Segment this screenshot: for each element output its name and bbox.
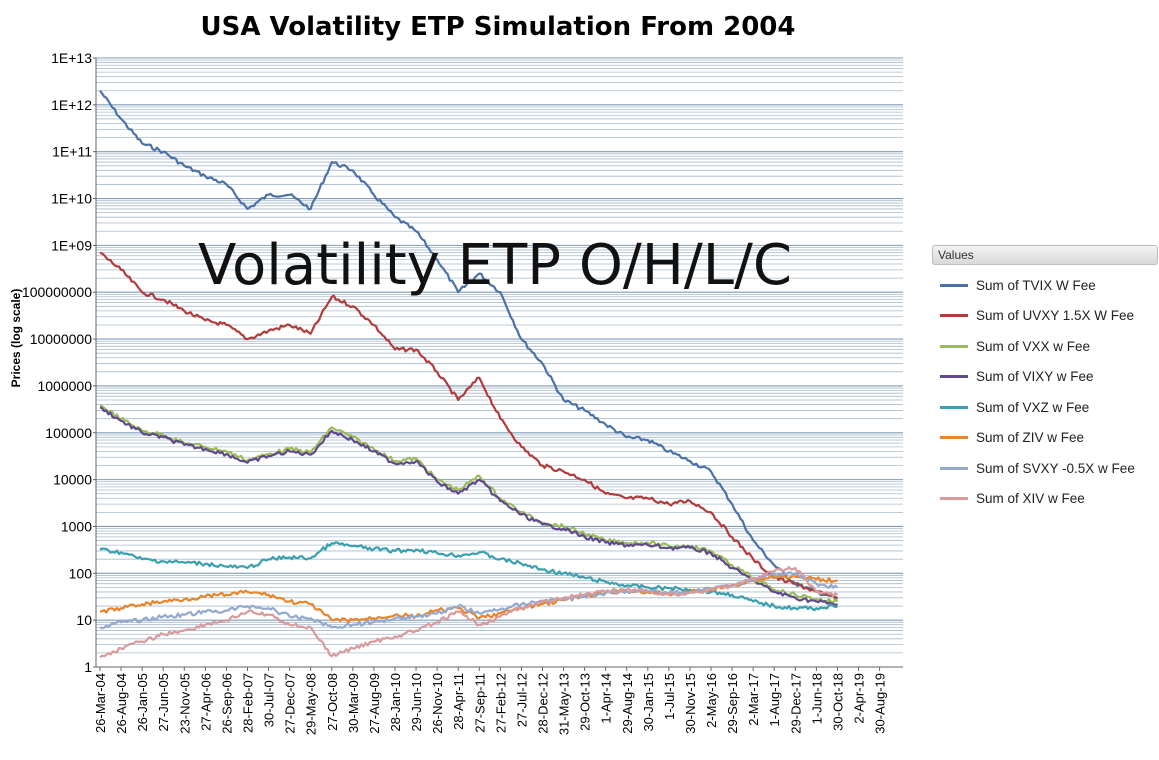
y-tick-label: 1E+09: [51, 237, 92, 253]
legend-swatch: [940, 375, 968, 378]
series-line-8: [99, 566, 839, 659]
x-tick-label: 26-Sep-06: [219, 673, 234, 734]
legend-label: Sum of VIXY w Fee: [976, 369, 1094, 384]
x-tick-label: 28-Dec-12: [535, 673, 550, 734]
y-tick-label: 1000000: [37, 378, 92, 394]
x-tick-label: 28-Jan-10: [388, 673, 403, 732]
x-tick-label: 29-Oct-13: [578, 673, 593, 731]
legend-swatch: [940, 344, 968, 348]
legend-item[interactable]: Sum of VXZ w Fee: [940, 397, 1089, 417]
x-tick-label: 27-Apr-06: [198, 673, 213, 731]
legend-swatch: [940, 466, 968, 470]
x-tick-label: 27-Dec-07: [283, 673, 298, 734]
legend-swatch: [940, 405, 968, 409]
legend-swatch: [940, 497, 968, 500]
x-tick-label: 26-Aug-04: [114, 673, 129, 734]
x-tick-label: 27-Jul-12: [514, 673, 529, 727]
legend-label: Sum of VXZ w Fee: [976, 399, 1090, 415]
x-tick-label: 30-Nov-15: [683, 673, 698, 734]
legend-label: Sum of TVIX W Fee: [976, 277, 1096, 293]
x-tick-label: 28-Feb-07: [240, 673, 255, 733]
y-tick-label: 1000: [61, 518, 92, 534]
x-tick-labels: 26-Mar-04 26-Aug-04 26-Jan-05 27-Jun-05 23-N…: [93, 673, 888, 735]
legend-label: Sum of XIV w Fee: [976, 491, 1085, 506]
legend-item[interactable]: Sum of TVIX W Fee: [940, 275, 1096, 295]
legend-swatch: [940, 314, 968, 317]
x-tick-label: 29-Sep-16: [725, 673, 740, 734]
legend-label: Sum of SVXY -0.5X w Fee: [976, 460, 1135, 476]
legend-item[interactable]: Sum of UVXY 1.5X W Fee: [940, 306, 1134, 326]
chart-title: USA Volatility ETP Simulation From 2004: [201, 12, 796, 42]
y-tick-label: 10000: [53, 472, 92, 488]
legend-item[interactable]: Sum of VIXY w Fee: [940, 367, 1094, 387]
x-tick-label: 2-Mar-17: [746, 673, 761, 726]
series-line-1: [99, 90, 838, 599]
y-tick-label: 1E+10: [51, 191, 92, 207]
x-tick-label: 26-Jan-05: [135, 673, 150, 732]
x-tick-label: 1-Aug-17: [767, 673, 782, 726]
y-tick-label: 100: [69, 565, 93, 581]
series-line-4: [99, 406, 838, 607]
x-tick-label: 27-Feb-12: [493, 673, 508, 733]
series-line-5: [99, 541, 838, 612]
y-tick-label: 1E+11: [52, 144, 92, 160]
chart-watermark: Volatility ETP O/H/L/C: [198, 233, 792, 298]
y-tick-label: 10000000: [30, 331, 93, 347]
x-tick-label: 31-May-13: [557, 673, 572, 735]
x-tick-label: 2-Apr-19: [852, 673, 867, 724]
x-tick-label: 1-Jun-18: [809, 673, 824, 724]
legend-label: Sum of UVXY 1.5X W Fee: [976, 308, 1135, 323]
x-tick-label: 26-Nov-10: [430, 673, 445, 734]
x-tick-label: 27-Oct-08: [325, 673, 340, 731]
x-tick-label: 2-May-16: [704, 673, 719, 728]
y-tick-label: 1: [84, 659, 92, 675]
x-tick-label: 23-Nov-05: [177, 673, 192, 734]
series-line-2: [99, 251, 839, 601]
x-tick-label: 1-Apr-14: [599, 673, 614, 724]
x-tick-label: 30-Jan-15: [641, 673, 656, 732]
x-tick-label: 30-Jul-07: [262, 673, 277, 727]
x-tick-label: 1-Jul-15: [662, 673, 677, 720]
legend-header[interactable]: Values: [932, 245, 1158, 265]
y-tick-label: 10: [76, 612, 92, 628]
y-tick-label: 100000: [45, 425, 92, 441]
y-axis-label: Prices (log scale): [9, 289, 23, 388]
axes: [93, 57, 903, 671]
x-tick-label: 29-Dec-17: [788, 673, 803, 734]
legend-item[interactable]: Sum of SVXY -0.5X w Fee: [940, 458, 1135, 478]
x-tick-label: 26-Mar-04: [93, 673, 108, 733]
x-tick-label: 30-Mar-09: [346, 673, 361, 733]
legend-item[interactable]: Sum of XIV w Fee: [940, 489, 1085, 509]
legend-item[interactable]: Sum of VXX w Fee: [940, 336, 1090, 356]
y-tick-labels: 1 10 100 1000 10000 100000 1000000 10000000 1000…: [22, 50, 92, 675]
y-tick-label: 1E+13: [51, 50, 92, 66]
legend: Values Sum of TVIX W Fee Sum of UVXY 1.5X…: [932, 245, 1159, 515]
x-tick-label: 30-Oct-18: [830, 673, 845, 731]
legend-swatch: [940, 283, 968, 287]
legend-label: Sum of VXX w Fee: [976, 338, 1091, 354]
x-tick-label: 28-Apr-11: [451, 673, 466, 730]
series-lines: [99, 90, 839, 659]
series-line-6: [99, 573, 838, 624]
x-tick-label: 30-Aug-19: [873, 673, 888, 734]
x-tick-label: 29-May-08: [304, 673, 319, 735]
legend-swatch: [940, 436, 968, 439]
x-tick-label: 27-Sep-11: [472, 673, 487, 733]
x-tick-label: 29-Jun-10: [409, 673, 424, 732]
y-tick-label: 100000000: [22, 284, 92, 300]
legend-item[interactable]: Sum of ZIV w Fee: [940, 428, 1084, 448]
legend-label: Sum of ZIV w Fee: [976, 430, 1085, 445]
y-tick-label: 1E+12: [51, 97, 92, 113]
x-tick-label: 29-Aug-14: [620, 673, 635, 734]
x-tick-label: 27-Aug-09: [367, 673, 382, 734]
x-tick-label: 27-Jun-05: [156, 673, 171, 732]
